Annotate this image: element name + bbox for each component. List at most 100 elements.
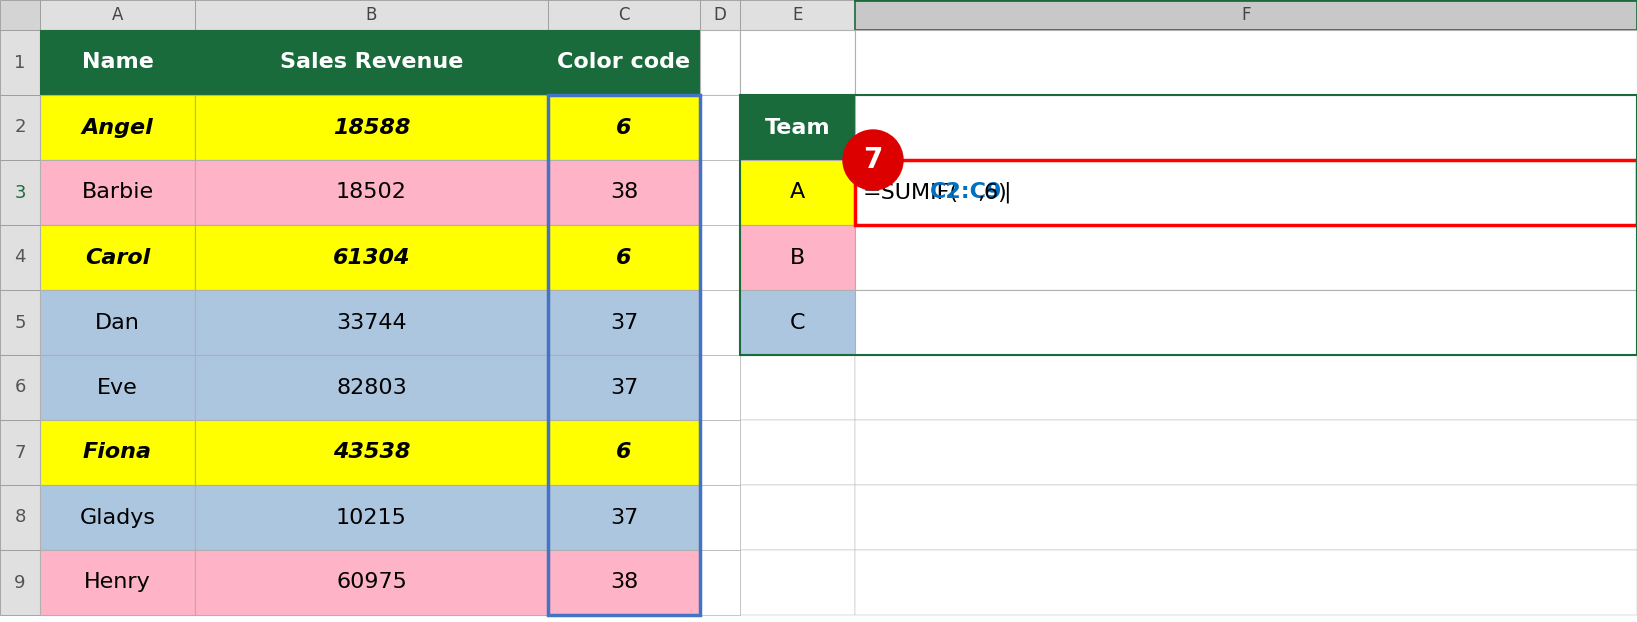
Text: 6: 6 <box>616 442 632 463</box>
Bar <box>740 30 855 95</box>
Text: 2: 2 <box>15 119 26 136</box>
Bar <box>195 485 548 550</box>
Text: 82803: 82803 <box>336 378 408 397</box>
Text: 1: 1 <box>15 53 26 72</box>
Bar <box>195 290 548 355</box>
Bar <box>701 355 740 420</box>
Text: 38: 38 <box>611 182 638 203</box>
Bar <box>0 290 39 355</box>
Bar <box>39 550 195 615</box>
Bar <box>740 485 855 550</box>
Bar <box>39 355 195 420</box>
Text: Henry: Henry <box>83 572 151 593</box>
Bar <box>39 225 195 290</box>
Text: =SUMIF(: =SUMIF( <box>863 182 959 203</box>
Text: D: D <box>714 6 727 24</box>
Bar <box>740 290 855 355</box>
Bar <box>740 95 1637 355</box>
Bar <box>195 355 548 420</box>
Text: B: B <box>365 6 377 24</box>
Bar <box>701 485 740 550</box>
Bar <box>195 550 548 615</box>
Bar <box>0 485 39 550</box>
Bar <box>740 420 855 485</box>
Bar <box>855 95 1637 160</box>
Text: Sales Revenue: Sales Revenue <box>280 52 463 73</box>
Bar <box>195 160 548 225</box>
Text: 6: 6 <box>616 118 632 137</box>
Bar <box>855 160 1637 225</box>
Bar <box>0 225 39 290</box>
Text: 37: 37 <box>611 508 638 527</box>
Bar <box>701 550 740 615</box>
Text: Color code: Color code <box>558 52 691 73</box>
Bar <box>855 225 1637 290</box>
Text: 6: 6 <box>616 248 632 267</box>
Text: Dan: Dan <box>95 312 139 333</box>
Text: Carol: Carol <box>85 248 151 267</box>
Bar <box>855 290 1637 355</box>
Bar <box>740 95 855 160</box>
Circle shape <box>843 130 904 190</box>
Bar <box>548 95 701 160</box>
Bar <box>39 0 195 30</box>
Bar <box>0 160 39 225</box>
Bar <box>855 160 1637 225</box>
Bar <box>39 95 195 160</box>
Bar <box>740 290 855 355</box>
Text: 9: 9 <box>15 573 26 592</box>
Bar <box>548 485 701 550</box>
Bar <box>195 30 548 95</box>
Bar <box>855 30 1637 95</box>
Text: B: B <box>791 248 805 267</box>
Text: C2:C9: C2:C9 <box>930 182 1002 203</box>
Bar <box>855 355 1637 420</box>
Text: 37: 37 <box>611 378 638 397</box>
Text: 8: 8 <box>15 509 26 526</box>
Text: 60975: 60975 <box>336 572 408 593</box>
Bar <box>855 225 1637 290</box>
Text: 5: 5 <box>15 313 26 332</box>
Bar <box>39 30 195 95</box>
Bar <box>740 0 855 30</box>
Text: C: C <box>789 312 805 333</box>
Text: Eve: Eve <box>97 378 138 397</box>
Text: 4: 4 <box>15 249 26 266</box>
Bar <box>740 225 855 290</box>
Bar <box>855 290 1637 355</box>
Text: 18588: 18588 <box>332 118 411 137</box>
Text: 61304: 61304 <box>332 248 411 267</box>
Bar <box>701 225 740 290</box>
Bar <box>548 95 701 615</box>
Bar <box>0 550 39 615</box>
Text: A: A <box>111 6 123 24</box>
Text: Name: Name <box>82 52 154 73</box>
Bar <box>740 355 855 420</box>
Text: 7: 7 <box>863 146 882 174</box>
Bar <box>39 485 195 550</box>
Bar <box>701 0 740 30</box>
Bar <box>0 30 39 95</box>
Bar <box>39 290 195 355</box>
Bar <box>740 550 855 615</box>
Text: |: | <box>1003 182 1012 203</box>
Bar <box>701 420 740 485</box>
Bar <box>855 550 1637 615</box>
Bar <box>855 420 1637 485</box>
Bar <box>548 290 701 355</box>
Bar <box>0 420 39 485</box>
Text: 37: 37 <box>611 312 638 333</box>
Bar <box>548 30 701 95</box>
Bar <box>195 0 548 30</box>
Text: Barbie: Barbie <box>82 182 154 203</box>
Bar <box>195 420 548 485</box>
Bar <box>548 160 701 225</box>
Bar <box>740 225 855 290</box>
Bar <box>740 160 855 225</box>
Bar <box>548 0 701 30</box>
Text: Fiona: Fiona <box>83 442 152 463</box>
Text: Gladys: Gladys <box>80 508 156 527</box>
Text: 7: 7 <box>15 443 26 462</box>
Text: ,6): ,6) <box>977 182 1007 203</box>
Bar <box>0 95 39 160</box>
